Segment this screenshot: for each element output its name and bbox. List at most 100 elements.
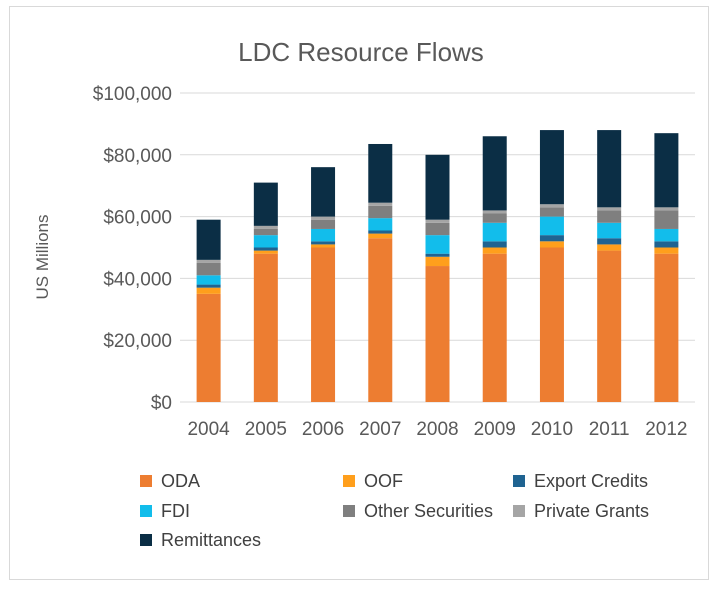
bar-segment-oof: [425, 256, 450, 267]
y-axis-label: US Millions: [33, 214, 52, 299]
x-tick-label: 2011: [589, 419, 630, 440]
bar-segment-other-securities: [654, 210, 679, 229]
bar-segment-oda: [597, 250, 622, 402]
legend-label: Export Credits: [534, 471, 648, 491]
bar-segment-oof: [654, 247, 679, 254]
bar-segment-fdi: [311, 228, 336, 242]
y-tick-label: $0: [151, 393, 172, 414]
bar-segment-fdi: [425, 235, 450, 254]
legend-swatch: [140, 505, 152, 517]
bar-segment-oof: [253, 250, 278, 254]
chart-canvas: LDC Resource Flows $0 $20,000 $40,000 $60,0…: [33, 37, 695, 550]
chart-title: LDC Resource Flows: [238, 37, 484, 67]
bar-segment-oda: [368, 238, 393, 402]
bar-segment-remittances: [253, 182, 278, 226]
bar-segment-export-credits: [311, 241, 336, 245]
bar-segment-export-credits: [482, 241, 507, 248]
bar-segment-private-grants: [597, 207, 622, 211]
x-tick-label: 2004: [187, 419, 230, 440]
legend-label: OOF: [364, 471, 403, 491]
bar-segment-private-grants: [425, 219, 450, 223]
bars: [196, 130, 679, 402]
bar-segment-oda: [196, 293, 221, 402]
bar-segment-oof: [482, 247, 507, 254]
bar-segment-remittances: [311, 167, 336, 217]
bar-segment-oof: [368, 233, 393, 239]
y-tick-label: $20,000: [103, 331, 172, 352]
bar-segment-export-credits: [196, 284, 221, 288]
bar-segment-other-securities: [425, 222, 450, 236]
bar-segment-other-securities: [196, 262, 221, 276]
y-tick-label: $80,000: [103, 146, 172, 167]
legend-swatch: [343, 505, 355, 517]
bar-segment-other-securities: [253, 228, 278, 236]
bar-segment-oda: [482, 253, 507, 402]
bar-segment-export-credits: [425, 253, 450, 257]
x-tick-label: 2007: [359, 419, 401, 440]
bar-segment-private-grants: [539, 204, 564, 208]
x-tick-label: 2008: [416, 419, 458, 440]
bar-segment-remittances: [368, 143, 393, 203]
bar-segment-oof: [311, 244, 336, 248]
bar-segment-private-grants: [196, 259, 221, 263]
x-tick-label: 2009: [474, 419, 516, 440]
bar-segment-oof: [196, 287, 221, 294]
bar-segment-fdi: [539, 216, 564, 236]
bar-segment-other-securities: [597, 210, 622, 223]
bar-segment-other-securities: [311, 219, 336, 229]
bar-segment-export-credits: [597, 238, 622, 245]
x-tick-label: 2005: [245, 419, 287, 440]
legend-label: FDI: [161, 501, 190, 521]
legend-label: Private Grants: [534, 501, 649, 521]
bar-segment-oof: [539, 241, 564, 248]
y-tick-label: $40,000: [103, 269, 172, 290]
legend-label: Remittances: [161, 530, 261, 550]
bar-segment-oda: [425, 266, 450, 402]
legend-swatch: [140, 534, 152, 546]
x-tick-label: 2010: [531, 419, 573, 440]
bar-segment-oda: [253, 253, 278, 402]
bar-segment-fdi: [597, 222, 622, 239]
bar-segment-export-credits: [654, 241, 679, 248]
bar-segment-export-credits: [539, 235, 564, 242]
bar-segment-other-securities: [368, 205, 393, 219]
x-tick-label: 2006: [302, 419, 344, 440]
chart-frame: LDC Resource Flows $0 $20,000 $40,000 $60,0…: [9, 6, 709, 580]
legend: ODA OOF Export Credits FDI Other Securities P…: [140, 471, 649, 550]
y-tick-label: $60,000: [103, 208, 172, 229]
y-axis-tick-labels: $0 $20,000 $40,000 $60,000 $80,000 $100,000: [93, 84, 172, 414]
legend-label: Other Securities: [364, 501, 493, 521]
legend-label: ODA: [161, 471, 200, 491]
bar-segment-fdi: [368, 218, 393, 231]
x-axis-tick-labels: 2004 2005 2006 2007 2008 2009 2010 2011 2012: [187, 419, 687, 440]
bar-segment-remittances: [196, 219, 221, 260]
bar-segment-fdi: [253, 235, 278, 248]
bar-segment-private-grants: [311, 216, 336, 220]
bar-segment-remittances: [654, 133, 679, 208]
bar-segment-remittances: [425, 154, 450, 220]
bar-segment-private-grants: [253, 225, 278, 229]
bar-segment-export-credits: [253, 247, 278, 251]
bar-segment-oda: [539, 247, 564, 402]
bar-segment-remittances: [482, 136, 507, 211]
bar-segment-export-credits: [368, 230, 393, 234]
legend-swatch: [343, 475, 355, 487]
bar-segment-other-securities: [482, 213, 507, 223]
bar-segment-private-grants: [654, 207, 679, 211]
bar-segment-fdi: [654, 228, 679, 242]
bar-segment-other-securities: [539, 207, 564, 217]
legend-swatch: [513, 475, 525, 487]
bar-segment-oda: [311, 247, 336, 402]
bar-segment-oda: [654, 253, 679, 402]
y-tick-label: $100,000: [93, 84, 172, 105]
bar-segment-remittances: [597, 130, 622, 208]
legend-swatch: [140, 475, 152, 487]
bar-segment-private-grants: [368, 202, 393, 206]
bar-segment-fdi: [196, 275, 221, 285]
bar-segment-private-grants: [482, 210, 507, 214]
legend-swatch: [513, 505, 525, 517]
bar-segment-remittances: [539, 130, 564, 205]
bar-segment-oof: [597, 244, 622, 251]
bar-segment-fdi: [482, 222, 507, 242]
x-tick-label: 2012: [645, 419, 687, 440]
